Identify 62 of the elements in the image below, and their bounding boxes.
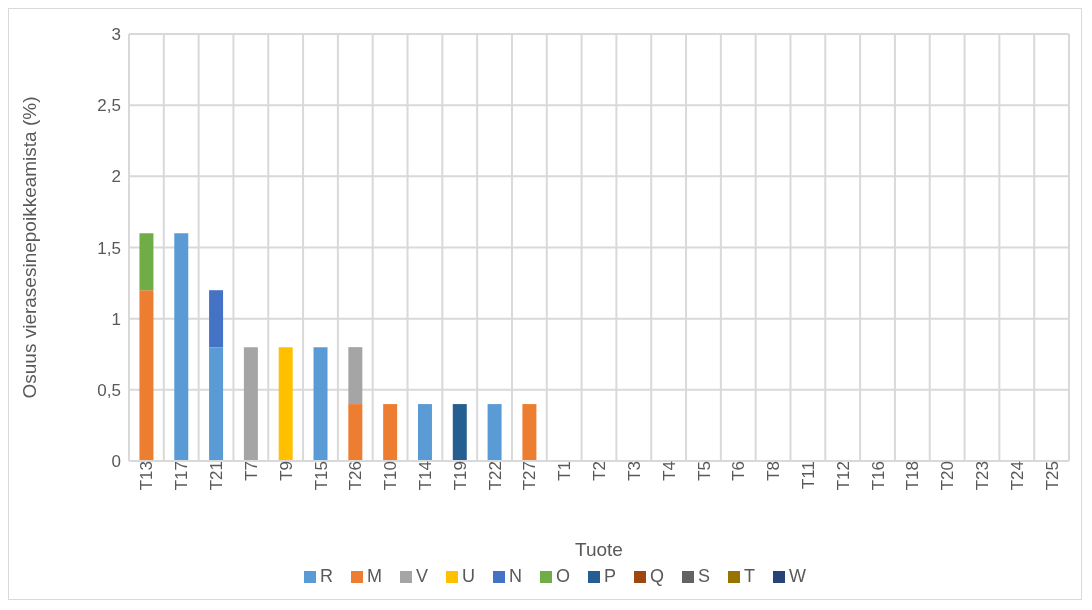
bar: [209, 347, 224, 461]
x-tick-label: T22: [485, 461, 505, 491]
x-tick-label: T24: [1007, 461, 1027, 491]
x-tick-label: T2: [590, 461, 610, 481]
legend-label: W: [789, 566, 807, 586]
bar: [278, 347, 293, 461]
y-axis-title: Osuus vierasesinepoikkeamista (%): [18, 96, 40, 399]
bar: [243, 347, 258, 461]
x-tick-label: T14: [416, 461, 435, 491]
y-tick-label: 1,5: [97, 238, 121, 258]
bar: [139, 233, 154, 291]
y-tick-label: 2: [111, 167, 121, 187]
x-tick-label: T4: [659, 461, 679, 481]
x-tick-label: T17: [172, 461, 192, 491]
legend-label: M: [366, 566, 382, 586]
x-tick-label: T25: [1042, 461, 1062, 491]
legend-label: O: [555, 566, 570, 586]
x-tick-label: T10: [381, 461, 401, 491]
x-tick-label: T9: [276, 461, 296, 481]
legend-label: U: [461, 566, 475, 586]
legend-label: Q: [650, 566, 665, 586]
x-tick-label: T20: [938, 461, 958, 491]
y-tick-label: 0: [111, 452, 121, 472]
x-tick-label: T26: [346, 461, 366, 491]
legend-label: T: [744, 566, 756, 586]
legend-label: S: [698, 566, 711, 586]
x-tick-label: T5: [694, 461, 714, 481]
x-tick-label: T16: [868, 461, 888, 491]
bar: [313, 347, 328, 461]
y-tick-label: 3: [111, 25, 121, 45]
x-tick-label: T21: [207, 461, 227, 491]
bar: [348, 347, 363, 405]
y-tick-label: 0,5: [97, 380, 121, 400]
bar: [209, 290, 224, 348]
x-axis-title: Tuote: [575, 539, 623, 560]
bar: [417, 404, 432, 461]
y-tick-label: 2,5: [97, 96, 121, 116]
x-tick-label: T6: [729, 461, 749, 481]
x-tick-label: T27: [520, 461, 540, 491]
x-tick-label: T1: [555, 461, 575, 481]
x-tick-label: T11: [798, 461, 818, 490]
y-tick-label: 1: [111, 309, 121, 329]
x-tick-label: T15: [311, 461, 331, 491]
bar: [522, 404, 537, 461]
bar: [487, 404, 502, 461]
x-tick-label: T18: [903, 461, 923, 491]
bar: [383, 404, 398, 461]
bar: [348, 404, 363, 461]
x-tick-label: T23: [973, 461, 993, 491]
legend-label: P: [603, 566, 616, 586]
x-tick-label: T19: [450, 461, 470, 491]
bar: [139, 290, 154, 461]
legend-label: V: [415, 566, 428, 586]
bar: [452, 404, 467, 461]
x-tick-label: T12: [833, 461, 853, 491]
x-tick-label: T3: [624, 461, 644, 481]
x-tick-label: T7: [241, 461, 261, 481]
legend-label: N: [508, 566, 522, 586]
legend-label: R: [319, 566, 333, 586]
bar: [174, 233, 189, 461]
x-tick-label: T13: [137, 461, 157, 491]
x-tick-label: T8: [764, 461, 784, 481]
